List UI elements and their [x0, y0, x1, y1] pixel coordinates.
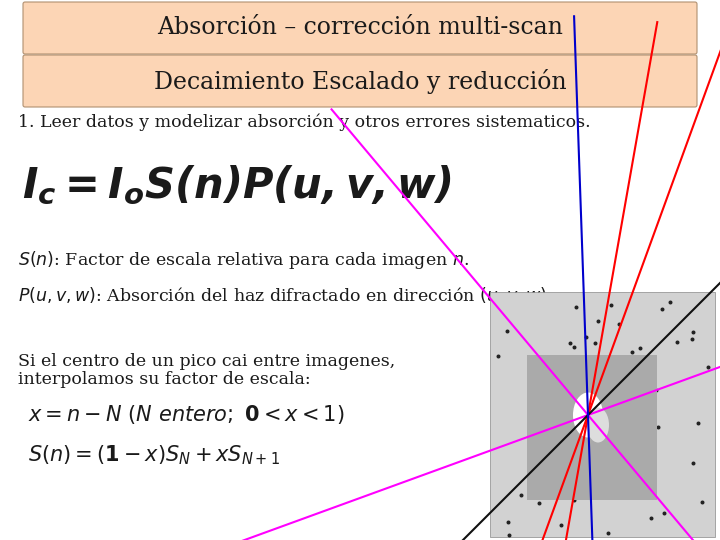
- Point: [556, 521, 567, 530]
- Point: [672, 338, 683, 346]
- Point: [626, 347, 638, 356]
- Point: [492, 352, 503, 361]
- Point: [703, 363, 714, 372]
- Point: [608, 453, 619, 461]
- Point: [634, 344, 646, 353]
- Ellipse shape: [573, 393, 603, 437]
- Point: [586, 416, 598, 424]
- Point: [550, 417, 562, 426]
- Point: [580, 333, 592, 341]
- Point: [606, 300, 617, 309]
- Point: [546, 456, 557, 465]
- Point: [578, 429, 590, 438]
- Point: [586, 456, 598, 465]
- Text: $\mathit{P(u,v,w)}$: Absorción del haz difractado en dirección $\mathit{(u,v,w)}: $\mathit{P(u,v,w)}$: Absorción del haz d…: [18, 285, 552, 305]
- Point: [595, 420, 606, 428]
- Point: [588, 372, 599, 381]
- Point: [687, 458, 698, 467]
- Bar: [527, 355, 657, 500]
- Point: [547, 464, 559, 472]
- Point: [631, 358, 643, 367]
- Point: [592, 317, 603, 326]
- Point: [501, 326, 513, 335]
- Point: [568, 495, 580, 504]
- Point: [646, 404, 657, 413]
- Point: [692, 419, 703, 428]
- Point: [567, 368, 579, 377]
- Point: [590, 339, 601, 347]
- Text: 1. Leer datos y modelizar absorción y otros errores sistematicos.: 1. Leer datos y modelizar absorción y ot…: [18, 113, 590, 131]
- Text: Si el centro de un pico cai entre imagenes,: Si el centro de un pico cai entre imagen…: [18, 354, 395, 370]
- Point: [645, 514, 657, 523]
- Point: [569, 343, 580, 352]
- Point: [652, 423, 664, 431]
- Point: [696, 498, 708, 507]
- Point: [502, 518, 513, 526]
- Text: Decaimiento Escalado y reducción: Decaimiento Escalado y reducción: [153, 69, 567, 93]
- Point: [659, 509, 670, 517]
- Point: [531, 405, 543, 414]
- Point: [613, 320, 624, 328]
- Point: [537, 448, 549, 456]
- Point: [602, 431, 613, 440]
- Point: [577, 444, 589, 453]
- Text: $\mathit{S(n)}$: Factor de escala relativa para cada imagen $\mathit{n}$.: $\mathit{S(n)}$: Factor de escala relati…: [18, 249, 469, 271]
- Point: [636, 474, 648, 483]
- Point: [619, 414, 631, 422]
- Point: [570, 303, 582, 312]
- Text: $S(n) = (\mathbf{1} - x)S_N + xS_{N+1}$: $S(n) = (\mathbf{1} - x)S_N + xS_{N+1}$: [28, 443, 280, 467]
- Point: [534, 499, 545, 508]
- Point: [650, 386, 662, 395]
- Point: [564, 339, 576, 347]
- FancyBboxPatch shape: [23, 55, 697, 107]
- Point: [580, 355, 591, 364]
- Bar: [490, 292, 715, 537]
- Point: [687, 335, 698, 343]
- Ellipse shape: [587, 408, 609, 442]
- Point: [583, 360, 595, 368]
- FancyBboxPatch shape: [23, 2, 697, 54]
- Point: [664, 298, 675, 307]
- Point: [516, 491, 527, 500]
- Point: [602, 529, 613, 538]
- Text: $\bfit{I}_c = \bfit{I}_o S(n) P(u, v, w)$: $\bfit{I}_c = \bfit{I}_o S(n) P(u, v, w)…: [22, 164, 452, 207]
- Text: interpolamos su factor de escala:: interpolamos su factor de escala:: [18, 372, 310, 388]
- Point: [656, 305, 667, 313]
- Text: $x = n - N\ (N\ \mathit{entero};\ \mathbf{0} < x < 1)$: $x = n - N\ (N\ \mathit{entero};\ \mathb…: [28, 403, 344, 427]
- Point: [597, 366, 608, 375]
- Point: [597, 388, 608, 396]
- Point: [526, 428, 538, 436]
- Point: [503, 530, 515, 539]
- Point: [688, 328, 699, 336]
- Text: Absorción – corrección multi-scan: Absorción – corrección multi-scan: [157, 17, 563, 39]
